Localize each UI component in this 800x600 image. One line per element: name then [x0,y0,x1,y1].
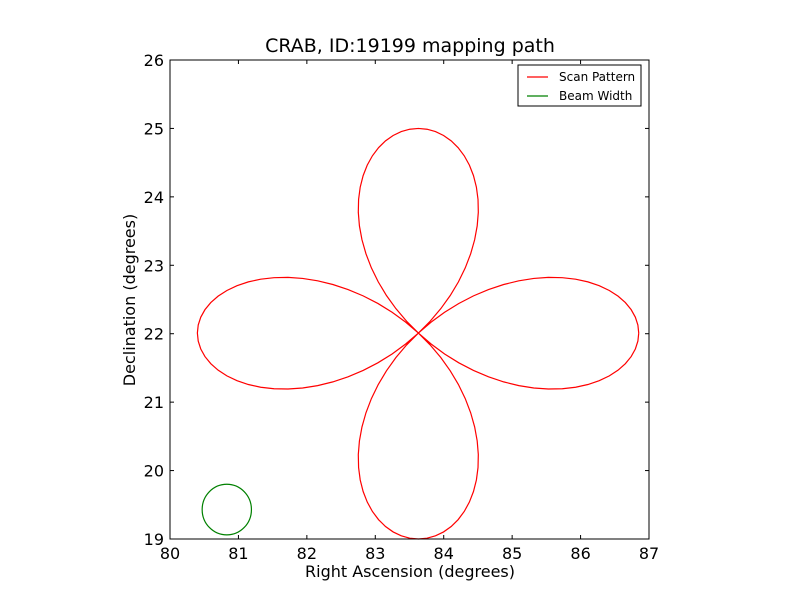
plot-area [170,60,649,539]
y-tick-label: 26 [144,51,164,70]
x-tick-label: 85 [502,544,522,563]
x-tick-label: 81 [228,544,248,563]
series-layer [196,127,640,540]
y-tick-label: 20 [144,462,164,481]
plot-frame [169,59,650,540]
x-tick-label: 83 [365,544,385,563]
y-tick-label: 19 [144,530,164,549]
legend-box [517,64,642,107]
legend-label-scan-pattern: Scan Pattern [559,70,635,84]
y-tick-label: 25 [144,119,164,138]
scan-pattern-line [196,127,640,540]
x-axis-label: Right Ascension (degrees) [305,562,515,581]
y-tick-label: 22 [144,325,164,344]
y-tick-label: 23 [144,256,164,275]
y-tick-label: 24 [144,188,164,207]
beam-width-circle [201,483,253,536]
chart-title: CRAB, ID:19199 mapping path [265,35,555,57]
legend: Scan Pattern Beam Width [517,64,642,107]
x-tick-label: 84 [434,544,454,563]
x-tick-label: 87 [639,544,659,563]
legend-label-beam-width: Beam Width [559,89,632,103]
x-tick-label: 86 [570,544,590,563]
ticks-layer: 80 81 82 83 84 85 86 87 19 20 21 22 23 24 25 26 [144,51,660,563]
x-tick-label: 82 [297,544,317,563]
x-tick-label: 80 [160,544,180,563]
y-tick-label: 21 [144,393,164,412]
y-axis-label: Declination (degrees) [120,214,139,386]
